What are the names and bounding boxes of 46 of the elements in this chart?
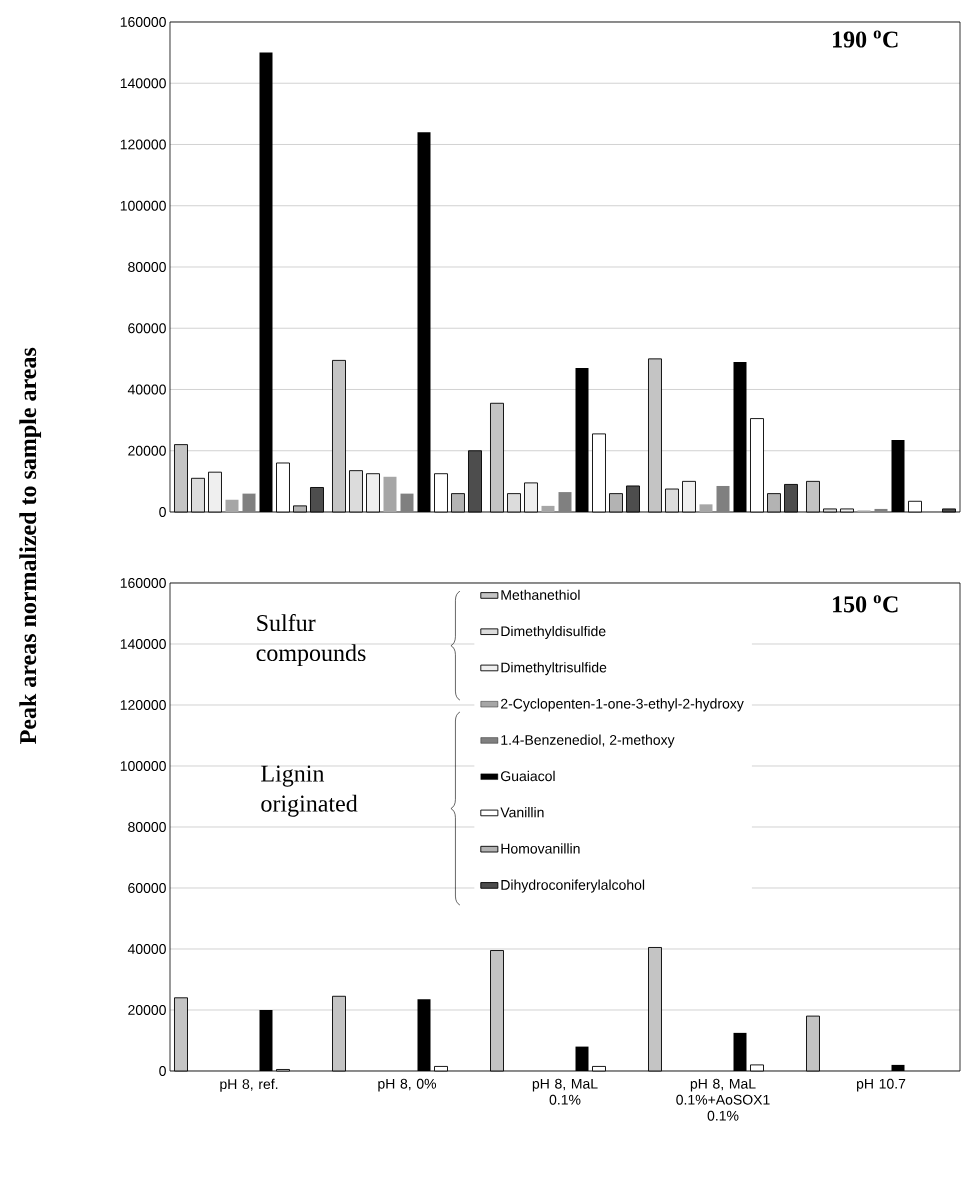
y-tick-label: 120000 xyxy=(120,700,166,710)
y-tick-label: 160000 xyxy=(120,578,166,588)
legend-label: Vanillin xyxy=(500,807,544,818)
bar xyxy=(558,492,572,512)
y-tick-label: 100000 xyxy=(120,200,166,211)
y-tick-label: 0 xyxy=(159,1066,166,1076)
y-tick-label: 100000 xyxy=(120,761,166,771)
legend-label: 2-Cyclopenten-1-one-3-ethyl-2-hydroxy xyxy=(501,698,744,712)
y-tick-label: 160000 xyxy=(120,17,166,27)
y-tick-label: 120000 xyxy=(120,139,166,150)
legend-label: Dimethyltrisulfide xyxy=(501,662,607,676)
bar xyxy=(383,476,397,512)
y-tick-label: 60000 xyxy=(128,883,166,893)
bar xyxy=(541,505,555,512)
y-tick-label: 80000 xyxy=(128,822,166,832)
legend-label: Dimethyldisulfide xyxy=(501,625,606,639)
x-tick-label: pH 8, MaL 0.1%+AoSOX1 0.1% xyxy=(676,1078,770,1121)
x-tick-label: pH 8, MaL 0.1% xyxy=(532,1078,598,1105)
y-tick-label: 20000 xyxy=(128,1005,166,1015)
y-tick-label: 0 xyxy=(159,507,166,517)
chart-title: 190 $^{o}$C xyxy=(833,30,898,48)
bar xyxy=(242,493,256,512)
y-tick-label: 40000 xyxy=(127,384,166,395)
y-tick-label: 140000 xyxy=(120,78,166,89)
legend-label: 1.4-Benzenediol, 2-methoxy xyxy=(501,734,675,748)
bar xyxy=(874,508,888,512)
y-tick-label: 60000 xyxy=(128,323,166,334)
annotation: Lignin originated xyxy=(261,765,358,817)
x-tick-label: pH 10.7 xyxy=(857,1078,906,1092)
legend-label: Dihydroconiferylalcohol xyxy=(501,879,645,893)
y-tick-label: 40000 xyxy=(127,944,166,954)
bar xyxy=(225,499,239,512)
legend-label: Guaiacol xyxy=(501,770,555,782)
bar xyxy=(400,493,414,512)
y-tick-label: 20000 xyxy=(128,445,166,456)
bar xyxy=(699,504,713,512)
x-tick-label: pH 8, ref. xyxy=(220,1078,278,1092)
y-tick-label: 80000 xyxy=(128,262,166,272)
legend-label: Methanethiol xyxy=(501,589,580,600)
annotation: Sulfur compounds xyxy=(256,613,366,666)
x-tick-label: pH 8, 0% xyxy=(378,1078,437,1092)
y-axis-title: Peak areas normalized to sample areas xyxy=(19,347,42,744)
y-tick-label: 140000 xyxy=(120,639,166,649)
chart-title: 150 $^{o}$C xyxy=(833,595,898,613)
bar xyxy=(716,485,730,512)
legend-label: Homovanillin xyxy=(501,843,580,854)
